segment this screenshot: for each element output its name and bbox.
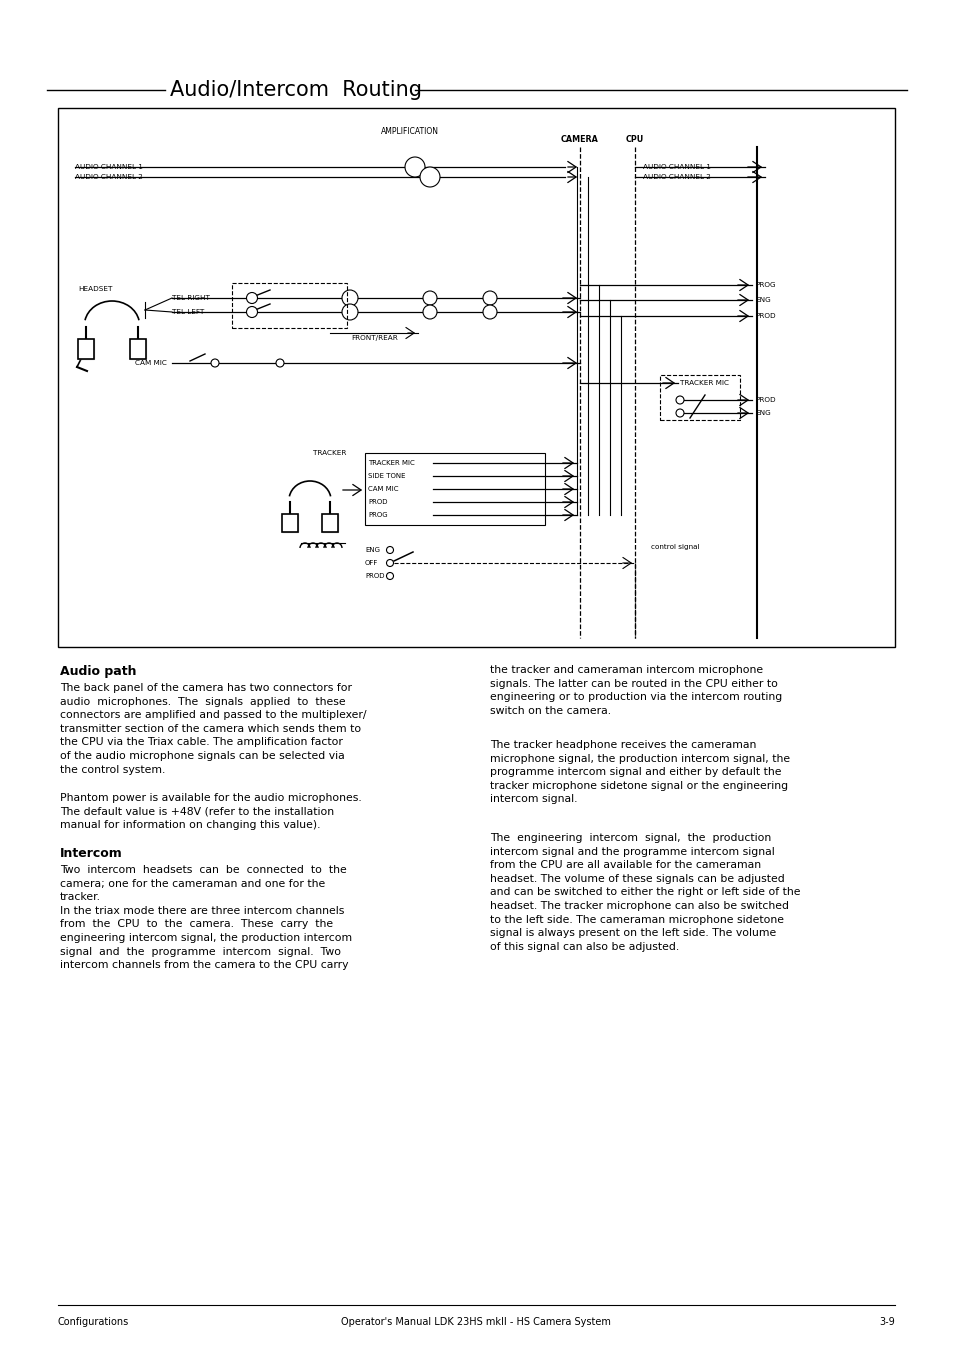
Text: PROD: PROD	[754, 313, 775, 319]
Circle shape	[275, 359, 284, 367]
Text: ENG: ENG	[754, 297, 770, 303]
Text: Operator's Manual LDK 23HS mkII - HS Camera System: Operator's Manual LDK 23HS mkII - HS Cam…	[341, 1317, 610, 1327]
Circle shape	[211, 359, 219, 367]
Text: ENG: ENG	[365, 547, 379, 553]
Text: AMPLIFICATION: AMPLIFICATION	[380, 127, 438, 136]
Text: CPU: CPU	[625, 135, 643, 145]
Text: TRACKER MIC: TRACKER MIC	[679, 380, 728, 386]
Text: AUDIO CHANNEL 2: AUDIO CHANNEL 2	[75, 174, 143, 180]
Polygon shape	[78, 339, 94, 359]
Polygon shape	[322, 513, 337, 532]
Text: PROD: PROD	[365, 573, 384, 580]
Circle shape	[386, 559, 393, 566]
Text: control signal: control signal	[651, 544, 700, 550]
Text: The back panel of the camera has two connectors for
audio  microphones.  The  si: The back panel of the camera has two con…	[60, 684, 366, 774]
Circle shape	[386, 573, 393, 580]
Text: CAM MIC: CAM MIC	[368, 486, 398, 492]
Text: AUDIO CHANNEL 1: AUDIO CHANNEL 1	[75, 163, 143, 170]
FancyBboxPatch shape	[130, 339, 146, 359]
Circle shape	[676, 396, 683, 404]
Text: Audio/Intercom  Routing: Audio/Intercom Routing	[170, 80, 421, 100]
Text: CAMERA: CAMERA	[560, 135, 598, 145]
Circle shape	[482, 290, 497, 305]
Text: TRACKER: TRACKER	[313, 450, 346, 457]
Text: OFF: OFF	[365, 561, 378, 566]
Text: AUDIO CHANNEL 1: AUDIO CHANNEL 1	[642, 163, 710, 170]
Circle shape	[341, 304, 357, 320]
Text: SIDE TONE: SIDE TONE	[368, 473, 405, 480]
Circle shape	[676, 409, 683, 417]
Circle shape	[341, 290, 357, 305]
Circle shape	[246, 293, 257, 304]
Circle shape	[246, 307, 257, 317]
FancyBboxPatch shape	[282, 513, 297, 532]
Text: AUDIO CHANNEL 2: AUDIO CHANNEL 2	[642, 174, 710, 180]
Text: Audio path: Audio path	[60, 665, 136, 678]
Circle shape	[422, 290, 436, 305]
Text: FRONT/REAR: FRONT/REAR	[352, 335, 398, 340]
Text: Phantom power is available for the audio microphones.
The default value is +48V : Phantom power is available for the audio…	[60, 793, 361, 831]
Text: ENG: ENG	[754, 409, 770, 416]
Circle shape	[419, 168, 439, 186]
Text: PROD: PROD	[754, 397, 775, 403]
Text: PROG: PROG	[754, 282, 775, 288]
FancyBboxPatch shape	[322, 513, 337, 532]
Text: Intercom: Intercom	[60, 847, 123, 861]
Text: Configurations: Configurations	[58, 1317, 129, 1327]
Polygon shape	[130, 339, 146, 359]
Polygon shape	[282, 513, 297, 532]
FancyBboxPatch shape	[78, 339, 94, 359]
Text: TRACKER MIC: TRACKER MIC	[368, 459, 415, 466]
Text: TEL LEFT: TEL LEFT	[172, 309, 204, 315]
FancyBboxPatch shape	[58, 108, 894, 647]
Circle shape	[405, 157, 424, 177]
Text: CAM MIC: CAM MIC	[135, 359, 167, 366]
Circle shape	[482, 305, 497, 319]
Text: Two  intercom  headsets  can  be  connected  to  the
camera; one for the cameram: Two intercom headsets can be connected t…	[60, 865, 352, 970]
Text: 3-9: 3-9	[879, 1317, 894, 1327]
Text: PROG: PROG	[368, 512, 387, 517]
Text: The  engineering  intercom  signal,  the  production
intercom signal and the pro: The engineering intercom signal, the pro…	[490, 834, 800, 952]
Circle shape	[422, 305, 436, 319]
Circle shape	[386, 547, 393, 554]
Text: HEADSET: HEADSET	[78, 286, 112, 292]
Text: the tracker and cameraman intercom microphone
signals. The latter can be routed : the tracker and cameraman intercom micro…	[490, 665, 781, 716]
Text: The tracker headphone receives the cameraman
microphone signal, the production i: The tracker headphone receives the camer…	[490, 740, 789, 804]
Text: TEL RIGHT: TEL RIGHT	[172, 295, 210, 301]
Text: PROD: PROD	[368, 499, 387, 505]
